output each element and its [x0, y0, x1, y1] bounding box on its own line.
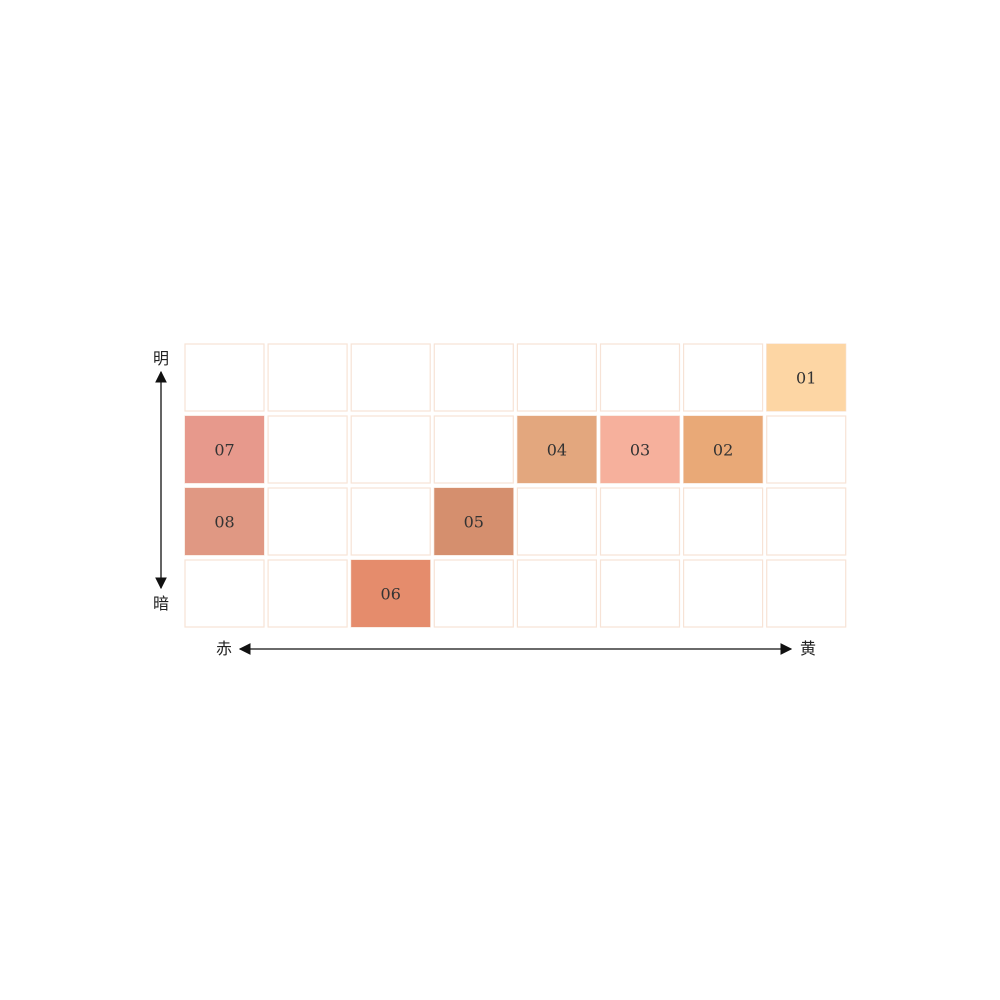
axis-label-bright: 明	[153, 349, 169, 368]
shade-label-02: 02	[713, 441, 733, 460]
grid-cell	[267, 559, 348, 628]
grid-cell	[516, 487, 598, 556]
shade-swatch-05	[434, 488, 514, 555]
shade-label-03: 03	[630, 441, 650, 460]
shade-label-01: 01	[796, 369, 816, 388]
shade-grid: 01 02 03 04 05 06 07 08	[184, 343, 847, 628]
axis-label-dark: 暗	[153, 594, 169, 613]
shade-swatch-03	[600, 416, 680, 483]
grid-cell	[267, 343, 348, 412]
grid-cell	[599, 343, 681, 412]
shade-swatch-02	[683, 416, 763, 483]
grid-cell	[516, 559, 598, 628]
grid-cell	[267, 415, 348, 484]
shade-swatch-06	[351, 560, 431, 627]
grid-cell	[350, 487, 431, 556]
grid-cell	[766, 415, 847, 484]
shade-swatch-01	[766, 344, 846, 411]
shade-label-08: 08	[214, 513, 234, 532]
grid-cell	[433, 559, 514, 628]
axis-label-yellow: 黄	[800, 639, 816, 658]
shade-swatch-08	[185, 488, 264, 555]
shade-label-04: 04	[547, 441, 567, 460]
grid-cell	[267, 487, 348, 556]
grid-cell	[433, 343, 514, 412]
grid-cell	[682, 343, 764, 412]
grid-cell	[682, 487, 764, 556]
axis-label-red: 赤	[216, 639, 232, 658]
grid-cell	[184, 559, 265, 628]
grid-cell	[433, 415, 514, 484]
shade-swatch-04	[517, 416, 597, 483]
grid-cell	[766, 559, 847, 628]
grid-cell	[682, 559, 764, 628]
grid-cell	[599, 559, 681, 628]
shade-label-05: 05	[464, 513, 484, 532]
grid-cell	[599, 487, 681, 556]
grid-cell	[350, 415, 431, 484]
shade-swatch-07	[185, 416, 264, 483]
shade-label-06: 06	[381, 585, 401, 604]
grid-cell	[766, 487, 847, 556]
shade-label-07: 07	[214, 441, 234, 460]
grid-cell	[516, 343, 598, 412]
grid-cell	[184, 343, 265, 412]
grid-cell	[350, 343, 431, 412]
